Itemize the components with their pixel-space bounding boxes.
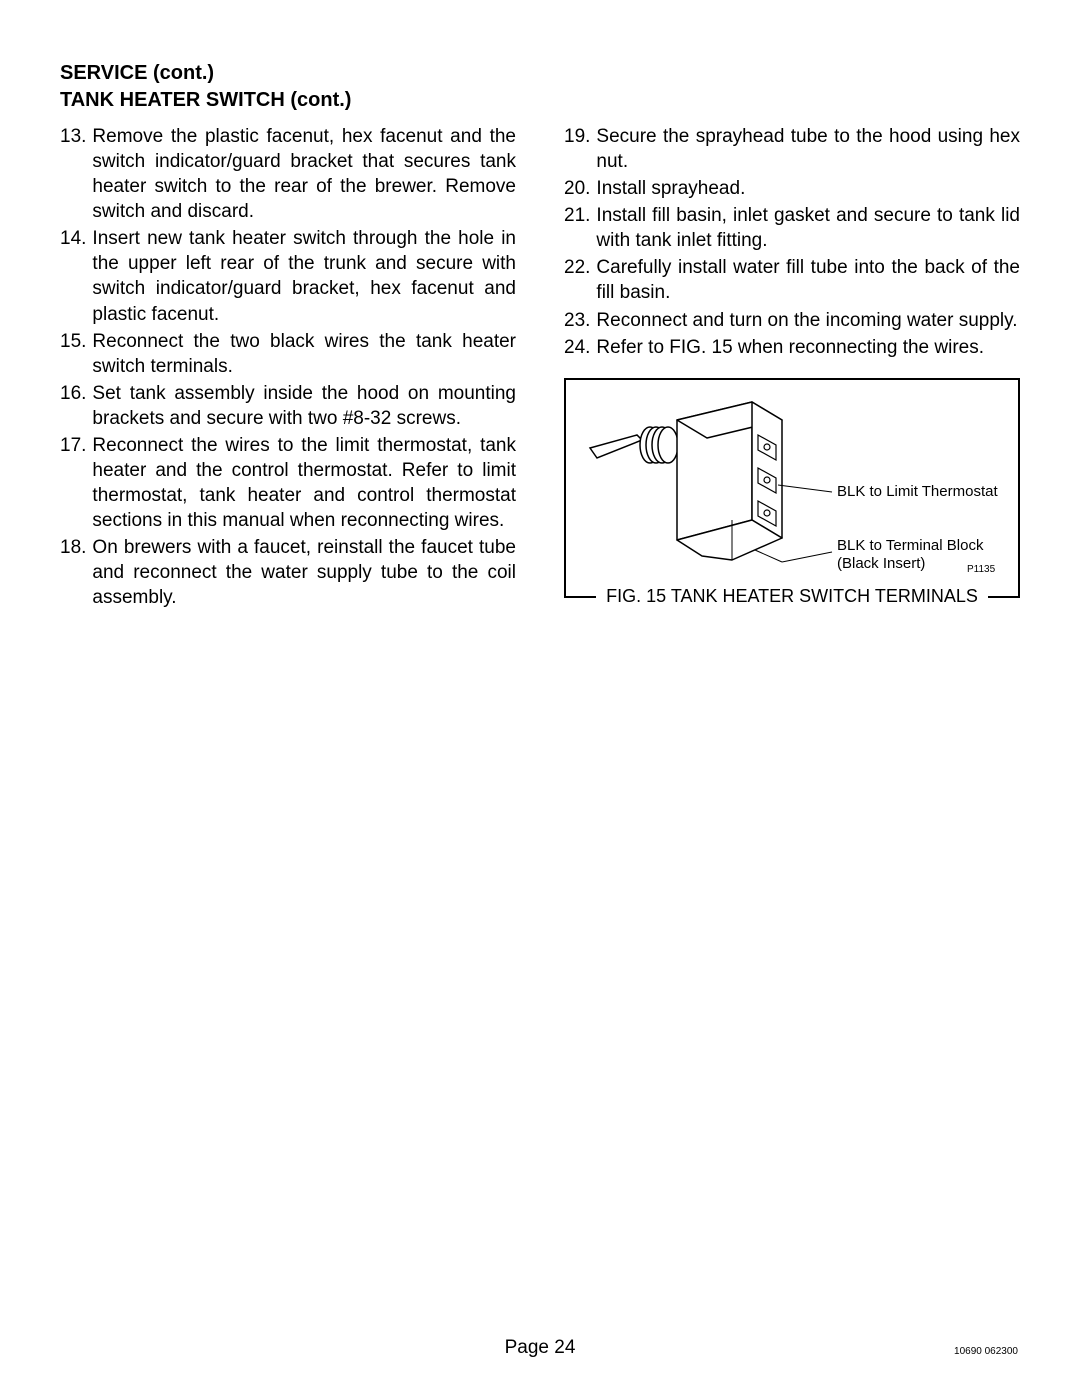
step-item: 18.On brewers with a faucet, reinstall t… <box>60 535 516 610</box>
label-terminal-block-2: (Black Insert) <box>837 555 925 572</box>
heading-service: SERVICE (cont.) <box>60 60 1020 87</box>
step-text: Remove the plastic facenut, hex facenut … <box>92 124 516 224</box>
step-number: 19. <box>564 124 596 174</box>
two-column-layout: 13.Remove the plastic facenut, hex facen… <box>60 124 1020 612</box>
step-text: Insert new tank heater switch through th… <box>92 226 516 326</box>
step-number: 15. <box>60 329 92 379</box>
step-number: 22. <box>564 255 596 305</box>
step-item: 20.Install sprayhead. <box>564 176 1020 201</box>
step-item: 13.Remove the plastic facenut, hex facen… <box>60 124 516 224</box>
steps-left: 13.Remove the plastic facenut, hex facen… <box>60 124 516 610</box>
page-footer: Page 24 <box>0 1337 1080 1359</box>
step-item: 22.Carefully install water fill tube int… <box>564 255 1020 305</box>
step-item: 15.Reconnect the two black wires the tan… <box>60 329 516 379</box>
step-text: Install sprayhead. <box>596 176 1020 201</box>
step-item: 16.Set tank assembly inside the hood on … <box>60 381 516 431</box>
step-item: 19.Secure the sprayhead tube to the hood… <box>564 124 1020 174</box>
section-headings: SERVICE (cont.) TANK HEATER SWITCH (cont… <box>60 60 1020 114</box>
step-number: 18. <box>60 535 92 610</box>
steps-right: 19.Secure the sprayhead tube to the hood… <box>564 124 1020 360</box>
step-text: On brewers with a faucet, reinstall the … <box>92 535 516 610</box>
step-text: Install fill basin, inlet gasket and sec… <box>596 203 1020 253</box>
right-column: 19.Secure the sprayhead tube to the hood… <box>564 124 1020 612</box>
step-number: 13. <box>60 124 92 224</box>
figure-caption: FIG. 15 TANK HEATER SWITCH TERMINALS <box>596 586 988 607</box>
label-limit-thermostat: BLK to Limit Thermostat <box>837 483 998 500</box>
step-text: Secure the sprayhead tube to the hood us… <box>596 124 1020 174</box>
label-terminal-block-1: BLK to Terminal Block <box>837 537 984 554</box>
step-item: 14.Insert new tank heater switch through… <box>60 226 516 326</box>
step-number: 17. <box>60 433 92 533</box>
figure-15: BLK to Limit Thermostat BLK to Terminal … <box>564 378 1020 598</box>
figure-part-number: P1135 <box>967 564 996 575</box>
step-number: 14. <box>60 226 92 326</box>
step-item: 24.Refer to FIG. 15 when reconnecting th… <box>564 335 1020 360</box>
document-number: 10690 062300 <box>954 1346 1018 1357</box>
step-text: Set tank assembly inside the hood on mou… <box>92 381 516 431</box>
step-number: 16. <box>60 381 92 431</box>
step-number: 21. <box>564 203 596 253</box>
step-number: 23. <box>564 308 596 333</box>
step-text: Refer to FIG. 15 when reconnecting the w… <box>596 335 1020 360</box>
step-text: Reconnect and turn on the incoming water… <box>596 308 1020 333</box>
step-item: 23.Reconnect and turn on the incoming wa… <box>564 308 1020 333</box>
step-text: Carefully install water fill tube into t… <box>596 255 1020 305</box>
step-number: 20. <box>564 176 596 201</box>
step-item: 17.Reconnect the wires to the limit ther… <box>60 433 516 533</box>
step-number: 24. <box>564 335 596 360</box>
heading-tank-heater: TANK HEATER SWITCH (cont.) <box>60 87 1020 114</box>
step-text: Reconnect the wires to the limit thermos… <box>92 433 516 533</box>
step-text: Reconnect the two black wires the tank h… <box>92 329 516 379</box>
left-column: 13.Remove the plastic facenut, hex facen… <box>60 124 516 612</box>
switch-diagram: BLK to Limit Thermostat BLK to Terminal … <box>582 390 1002 590</box>
step-item: 21.Install fill basin, inlet gasket and … <box>564 203 1020 253</box>
